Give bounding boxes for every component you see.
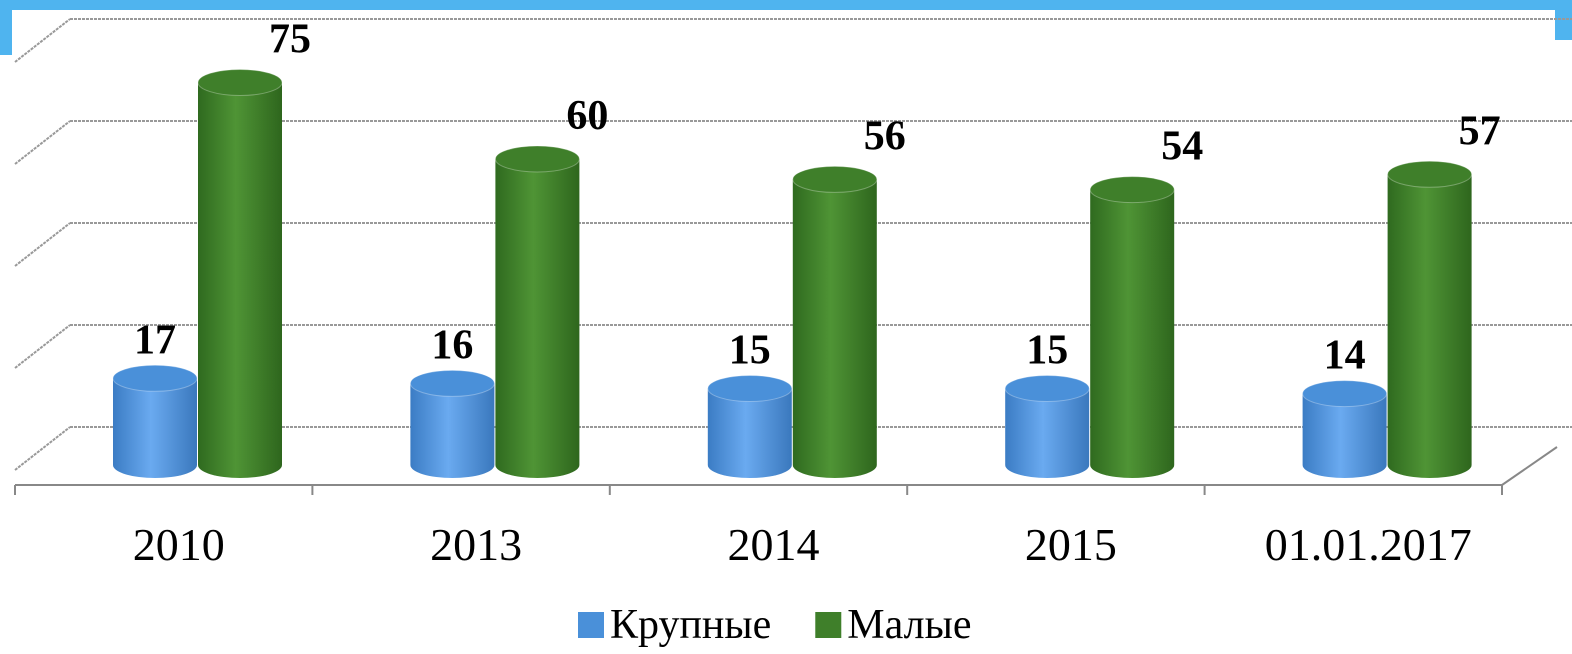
data-label: 14 <box>1324 333 1366 379</box>
cylinder-body <box>1005 388 1090 478</box>
side-band <box>0 0 12 55</box>
data-label: 56 <box>864 113 906 159</box>
legend-label: Малые <box>847 602 971 648</box>
data-label: 75 <box>269 17 311 63</box>
cylinder-body <box>113 378 197 478</box>
x-tick-label: 2010 <box>133 519 225 570</box>
cylinder-body <box>792 179 877 479</box>
cylinder <box>197 69 283 478</box>
cylinder <box>1302 380 1388 479</box>
cylinder-top <box>494 145 580 173</box>
cylinder <box>1387 160 1473 479</box>
depth-line <box>14 18 71 63</box>
depth-line <box>14 222 71 267</box>
data-label: 15 <box>729 328 771 374</box>
cylinder-top <box>707 375 793 402</box>
cylinder-top <box>1089 176 1175 204</box>
cylinder <box>409 369 495 479</box>
legend-swatch <box>815 612 842 638</box>
x-tick-label: 01.01.2017 <box>1265 519 1472 570</box>
cylinder-body <box>198 82 282 478</box>
depth-line <box>14 120 71 165</box>
depth-line <box>14 324 71 369</box>
legend-label: Крупные <box>610 602 771 648</box>
cylinder-top <box>1302 380 1388 408</box>
cylinder-body <box>1090 189 1175 479</box>
legend-swatch <box>578 612 604 638</box>
cylinder <box>792 165 878 479</box>
data-label: 15 <box>1026 328 1068 374</box>
cylinder-body <box>707 388 792 479</box>
data-label: 57 <box>1459 108 1501 154</box>
cylinder-body <box>495 159 580 478</box>
cylinder <box>1089 176 1175 479</box>
x-axis-depth <box>1501 446 1558 486</box>
x-tick-label: 2015 <box>1025 519 1117 570</box>
cylinder <box>1004 375 1090 478</box>
cylinder-top <box>112 364 198 392</box>
data-label: 60 <box>566 93 608 139</box>
cylinder <box>494 145 580 478</box>
cylinder-body <box>1387 174 1472 479</box>
x-tick-label: 2014 <box>728 519 820 570</box>
cylinder-top <box>409 369 495 397</box>
cylinder <box>707 375 793 479</box>
cylinder-body <box>410 383 495 479</box>
data-label: 17 <box>134 317 176 363</box>
depth-line <box>14 426 71 471</box>
top-band <box>0 0 1572 10</box>
cylinder-top <box>792 165 878 193</box>
cylinder <box>112 364 198 478</box>
cylinder-top <box>197 69 283 96</box>
cylinder-top <box>1387 160 1473 188</box>
cylinder-body <box>1302 393 1387 479</box>
data-label: 54 <box>1161 124 1203 170</box>
data-label: 16 <box>431 322 473 368</box>
x-tick-label: 2013 <box>430 519 522 570</box>
cylinder-top <box>1004 375 1090 402</box>
